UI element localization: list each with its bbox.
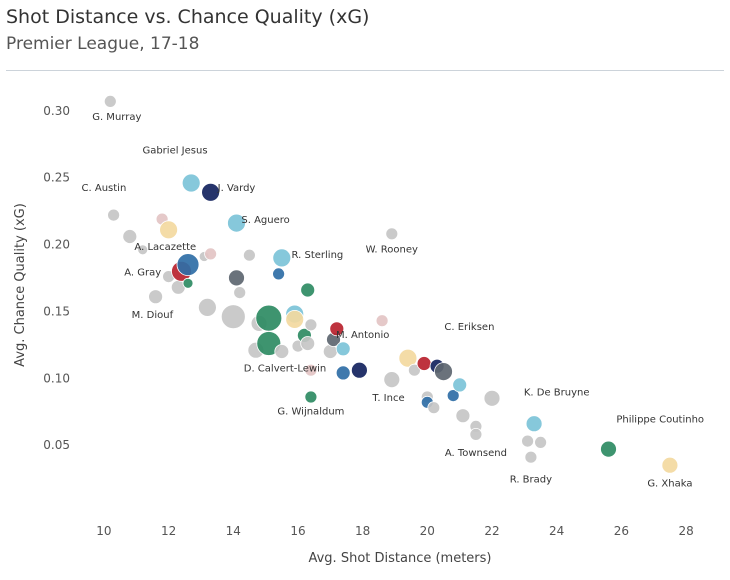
x-tick-label: 24: [549, 524, 564, 538]
scatter-point: [407, 363, 421, 377]
chart-title: Shot Distance vs. Chance Quality (xG): [6, 6, 370, 28]
player-label: K. De Bruyne: [524, 388, 590, 399]
x-tick-label: 14: [226, 524, 241, 538]
scatter-point: [427, 401, 441, 415]
scatter-point: [181, 173, 201, 193]
scatter-point: [416, 356, 432, 371]
scatter-point: [350, 361, 368, 379]
scatter-point: [220, 304, 246, 330]
scatter-point: [148, 289, 164, 305]
scatter-point: [201, 182, 221, 202]
y-tick-label: 0.10: [43, 371, 70, 385]
labels-layer: G. Murray Gabriel Jesus C. Austin J. Vardy S…: [82, 112, 705, 490]
x-tick-label: 22: [484, 524, 499, 538]
chart-subtitle: Premier League, 17-18: [6, 34, 200, 54]
y-axis-title: Avg. Chance Quality (xG): [13, 203, 28, 367]
x-tick-label: 10: [96, 524, 111, 538]
scatter-point: [272, 267, 286, 281]
scatter-point: [398, 348, 418, 368]
points-layer: [103, 95, 679, 474]
scatter-point: [122, 229, 138, 244]
scatter-point: [255, 304, 283, 332]
scatter-point: [335, 365, 351, 381]
player-label: Philippe Coutinho: [616, 414, 704, 425]
scatter-point: [182, 277, 194, 289]
player-label: G. Murray: [92, 112, 141, 123]
scatter-point: [452, 377, 468, 393]
scatter-point: [483, 389, 501, 407]
y-tick-label: 0.20: [43, 238, 70, 252]
scatter-point: [103, 95, 117, 108]
scatter-point: [329, 321, 345, 337]
scatter-point: [300, 336, 316, 351]
scatter-point: [176, 253, 200, 277]
y-tick-label: 0.25: [43, 171, 70, 185]
title-divider: [6, 70, 724, 71]
scatter-point: [233, 286, 247, 300]
scatter-point: [272, 248, 292, 268]
x-axis-title: Avg. Shot Distance (meters): [308, 551, 491, 566]
x-tick-label: 20: [420, 524, 435, 538]
x-tick-label: 18: [355, 524, 370, 538]
scatter-point: [446, 389, 460, 403]
player-label: S. Aguero: [241, 215, 289, 226]
scatter-point: [204, 247, 218, 261]
y-axis-ticks: 0.05 0.10 0.15 0.20 0.25 0.30: [43, 104, 70, 452]
scatter-point: [383, 371, 401, 389]
scatter-point: [455, 408, 471, 424]
player-label: C. Austin: [82, 183, 127, 194]
player-label: W. Rooney: [366, 245, 418, 256]
x-axis-ticks: 10 12 14 16 18 20 22 24 26 28: [96, 524, 693, 538]
scatter-point: [534, 435, 547, 449]
player-label: A. Townsend: [445, 448, 507, 459]
x-tick-label: 28: [678, 524, 693, 538]
player-label: R. Sterling: [292, 250, 344, 261]
player-label: D. Calvert-Lewin: [244, 364, 327, 375]
player-label: J. Vardy: [217, 183, 256, 194]
scatter-point: [137, 244, 149, 256]
player-label: Gabriel Jesus: [142, 146, 207, 157]
player-label: A. Lacazette: [134, 242, 196, 253]
scatter-point: [159, 220, 179, 240]
x-tick-label: 26: [614, 524, 629, 538]
x-tick-label: 12: [161, 524, 176, 538]
scatter-point: [274, 344, 290, 359]
player-label: G. Wijnaldum: [277, 406, 344, 417]
y-tick-label: 0.30: [43, 104, 70, 118]
scatter-point: [304, 318, 318, 332]
scatter-point: [521, 434, 534, 448]
scatter-point: [661, 456, 679, 474]
scatter-point: [300, 282, 316, 298]
player-label: M. Diouf: [132, 310, 174, 321]
scatter-point: [600, 440, 617, 458]
scatter-point: [285, 309, 305, 329]
scatter-point: [525, 415, 543, 433]
y-tick-label: 0.05: [43, 438, 70, 452]
scatter-point: [304, 390, 318, 404]
player-label: C. Eriksen: [444, 322, 494, 333]
scatter-point: [242, 248, 256, 262]
scatter-point: [197, 297, 217, 317]
scatter-point: [385, 227, 399, 241]
player-label: G. Xhaka: [647, 479, 692, 490]
scatter-point: [304, 363, 318, 377]
scatter-point: [107, 208, 120, 222]
player-label: A. Gray: [124, 267, 161, 278]
player-label: R. Brady: [510, 475, 552, 486]
scatter-point: [524, 450, 538, 464]
player-label: M. Antonio: [336, 330, 389, 341]
scatter-point: [335, 341, 351, 357]
scatter-point: [375, 314, 389, 328]
scatter-point: [228, 269, 245, 287]
player-label: T. Ince: [371, 393, 404, 404]
scatter-point: [434, 362, 453, 382]
scatter-point: [469, 427, 483, 441]
scatter-point: [227, 213, 246, 233]
y-tick-label: 0.15: [43, 304, 70, 318]
x-tick-label: 16: [290, 524, 305, 538]
